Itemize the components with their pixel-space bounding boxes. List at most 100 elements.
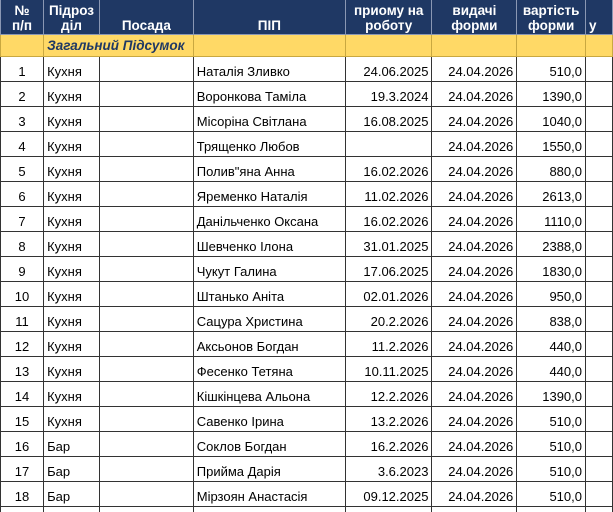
cell-position[interactable] [98,281,194,307]
cell-hire-date[interactable]: 16.02.2026 [344,156,433,182]
cell-position[interactable] [98,156,194,182]
cell-num[interactable]: 5 [0,156,45,182]
cell-dept[interactable]: Кухня [43,381,100,407]
cell-extra[interactable] [585,456,613,482]
cell-cost[interactable]: 510,0 [516,481,586,507]
cell-name[interactable]: Яременко Наталія [192,181,346,207]
cell-name[interactable]: Прийма Дарія [192,456,346,482]
cell-issue-date[interactable]: 24.04.2026 [431,406,518,432]
cell-hire-date[interactable]: 12.2.2026 [344,381,433,407]
cell-position[interactable] [98,106,194,132]
cell-num[interactable]: 13 [0,356,45,382]
cell-cost[interactable]: 510,0 [516,406,586,432]
cell-issue-date[interactable]: 24.04.2026 [431,506,518,512]
cell-name[interactable]: Полив"яна Анна [192,156,346,182]
cell-extra[interactable] [585,156,613,182]
cell-hire-date[interactable]: 10.11.2025 [344,356,433,382]
cell-position[interactable] [98,381,194,407]
header-num[interactable]: № п/п [0,0,45,35]
cell-num[interactable]: 17 [0,456,45,482]
cell-cost[interactable]: 1830,0 [516,256,586,282]
cell-num[interactable]: 8 [0,231,45,257]
cell-cost[interactable]: 440,0 [516,331,586,357]
cell-name[interactable]: Сацура Христина [192,306,346,332]
cell-cost[interactable]: 1390,0 [516,381,586,407]
cell-cost[interactable]: 880,0 [516,156,586,182]
cell-cost[interactable]: 950,0 [516,281,586,307]
cell-extra[interactable] [585,181,613,207]
cell-issue-date[interactable]: 24.04.2026 [431,56,518,82]
cell-num[interactable]: 11 [0,306,45,332]
total-cell[interactable] [431,34,518,57]
cell-extra[interactable] [585,381,613,407]
cell-issue-date[interactable]: 24.04.2026 [431,256,518,282]
cell-position[interactable] [98,181,194,207]
cell-dept[interactable]: Кухня [43,56,100,82]
cell-cost[interactable]: 510,0 [516,431,586,457]
cell-name[interactable]: Данільченко Оксана [192,206,346,232]
cell-cost[interactable]: 510,0 [516,456,586,482]
cell-hire-date[interactable]: 15.09.2025 [344,506,433,512]
cell-hire-date[interactable]: 19.3.2024 [344,81,433,107]
cell-issue-date[interactable]: 24.04.2026 [431,431,518,457]
cell-position[interactable] [98,481,194,507]
cell-name[interactable]: Трященко Любов [192,131,346,157]
cell-extra[interactable] [585,206,613,232]
cell-issue-date[interactable]: 24.04.2026 [431,356,518,382]
grand-total-label[interactable]: Загальний Підсумок [43,34,194,57]
cell-hire-date[interactable]: 13.2.2026 [344,406,433,432]
cell-cost[interactable]: 1110,0 [516,206,586,232]
cell-issue-date[interactable]: 24.04.2026 [431,81,518,107]
cell-position[interactable] [98,231,194,257]
cell-position[interactable] [98,81,194,107]
total-cell[interactable] [0,34,45,57]
cell-num[interactable]: 14 [0,381,45,407]
cell-num[interactable]: 19 [0,506,45,512]
cell-extra[interactable] [585,56,613,82]
cell-dept[interactable]: Кухня [43,131,100,157]
cell-extra[interactable] [585,481,613,507]
cell-issue-date[interactable]: 24.04.2026 [431,156,518,182]
cell-dept[interactable]: Кухня [43,256,100,282]
cell-issue-date[interactable]: 24.04.2026 [431,306,518,332]
cell-issue-date[interactable]: 24.04.2026 [431,106,518,132]
cell-hire-date[interactable]: 16.08.2025 [344,106,433,132]
header-cost[interactable]: вартість форми [516,0,586,35]
cell-extra[interactable] [585,506,613,512]
cell-name[interactable]: Місоріна Світлана [192,106,346,132]
cell-extra[interactable] [585,356,613,382]
cell-issue-date[interactable]: 24.04.2026 [431,331,518,357]
cell-extra[interactable] [585,431,613,457]
total-cell[interactable] [516,34,586,57]
cell-hire-date[interactable]: 31.01.2025 [344,231,433,257]
cell-extra[interactable] [585,106,613,132]
cell-hire-date[interactable]: 17.06.2025 [344,256,433,282]
cell-hire-date[interactable]: 11.02.2026 [344,181,433,207]
cell-dept[interactable]: Бар [43,431,100,457]
cell-num[interactable]: 4 [0,131,45,157]
cell-issue-date[interactable]: 24.04.2026 [431,381,518,407]
cell-cost[interactable]: 440,0 [516,356,586,382]
cell-issue-date[interactable]: 24.04.2026 [431,231,518,257]
cell-hire-date[interactable]: 20.2.2026 [344,306,433,332]
cell-cost[interactable]: 2388,0 [516,231,586,257]
cell-hire-date[interactable] [344,131,433,157]
cell-hire-date[interactable]: 09.12.2025 [344,481,433,507]
cell-dept[interactable]: Кухня [43,231,100,257]
cell-position[interactable] [98,256,194,282]
cell-name[interactable]: Мартинюк Анна [192,506,346,512]
cell-cost[interactable]: 838,0 [516,306,586,332]
header-name[interactable]: ПІП [192,0,346,35]
cell-dept[interactable]: Кухня [43,356,100,382]
header-dept[interactable]: Підроз діл [43,0,100,35]
cell-name[interactable]: Штанько Аніта [192,281,346,307]
cell-cost[interactable]: 1040,0 [516,106,586,132]
cell-name[interactable]: Чукут Галина [192,256,346,282]
cell-cost[interactable]: 510,0 [516,506,586,512]
total-cell[interactable] [585,34,613,57]
cell-position[interactable] [98,431,194,457]
cell-num[interactable]: 1 [0,56,45,82]
cell-dept[interactable]: Кухня [43,81,100,107]
cell-name[interactable]: Мірзоян Анастасія [192,481,346,507]
total-cell[interactable] [344,34,433,57]
